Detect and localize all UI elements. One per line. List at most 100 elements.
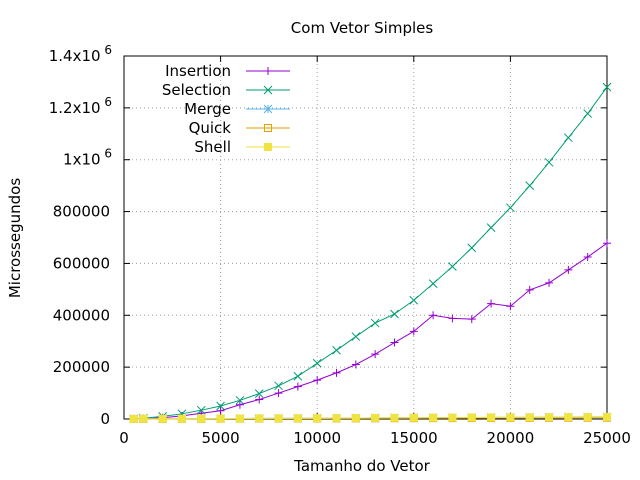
- data-point-insertion: [216, 406, 225, 415]
- data-point-insertion: [255, 395, 264, 404]
- data-point-selection: [506, 203, 515, 213]
- data-point-insertion: [390, 338, 399, 347]
- data-point-insertion: [274, 389, 283, 398]
- data-point-insertion: [583, 252, 592, 261]
- data-point-insertion: [487, 299, 496, 308]
- data-point-insertion: [448, 314, 457, 323]
- data-point-shell: [487, 413, 496, 422]
- data-point-insertion: [371, 350, 380, 359]
- legend-marker: [263, 104, 273, 114]
- x-tick-label: 15000: [390, 429, 438, 447]
- data-point-selection: [448, 262, 457, 271]
- data-point-insertion: [429, 311, 438, 320]
- y-tick-label: 1x10 6: [63, 147, 112, 169]
- y-tick-label: 1.2x10 6: [49, 95, 112, 117]
- legend-entry-merge: Merge: [184, 100, 290, 118]
- y-tick-label: 200000: [53, 358, 110, 376]
- data-point-shell: [177, 414, 186, 423]
- legend-entry-quick: Quick: [189, 119, 290, 137]
- x-tick-label: 25000: [583, 429, 631, 447]
- data-point-shell: [293, 414, 302, 423]
- x-tick-label: 0: [119, 429, 129, 447]
- series-line-insertion: [133, 242, 608, 420]
- data-point-selection: [409, 295, 419, 305]
- data-point-shell: [603, 413, 611, 422]
- data-point-selection: [428, 279, 438, 289]
- axes: 0 5000 10000 15000 20000 25000 0 200000 400000 60…: [49, 43, 631, 447]
- data-point-shell: [371, 413, 380, 422]
- data-point-insertion: [603, 239, 611, 248]
- data-point-insertion: [332, 368, 341, 377]
- data-point-insertion: [467, 315, 476, 324]
- data-point-insertion: [545, 278, 554, 287]
- data-point-selection: [312, 358, 322, 368]
- data-point-shell: [129, 414, 138, 423]
- legend-marker: [264, 143, 272, 151]
- legend-marker: [264, 124, 272, 132]
- data-point-selection: [525, 181, 535, 190]
- grid: [124, 56, 607, 419]
- data-point-shell: [139, 414, 148, 423]
- series-group: [129, 82, 612, 424]
- series-insertion: [129, 239, 611, 423]
- y-tick-label: 1.4x10 6: [49, 43, 112, 65]
- plot-frame: [123, 55, 608, 420]
- data-point-insertion: [293, 382, 302, 391]
- data-point-shell: [332, 414, 341, 423]
- data-point-selection: [390, 309, 399, 319]
- y-tick-label: 600000: [53, 254, 110, 272]
- data-point-selection: [351, 332, 361, 341]
- data-point-selection: [235, 395, 245, 405]
- data-point-shell: [545, 413, 554, 422]
- data-point-shell: [467, 413, 476, 422]
- data-point-shell: [235, 414, 244, 423]
- legend-entry-selection: Selection: [162, 81, 290, 99]
- data-point-insertion: [313, 376, 322, 385]
- data-point-selection: [254, 389, 264, 398]
- legend-marker: [264, 67, 272, 75]
- y-tick-label: 800000: [53, 203, 110, 221]
- data-point-selection: [332, 345, 341, 355]
- data-point-shell: [448, 413, 457, 422]
- legend-label: Selection: [162, 81, 231, 99]
- data-point-selection: [196, 405, 206, 415]
- data-point-shell: [525, 413, 534, 422]
- x-axis-label: Tamanho do Vetor: [293, 457, 430, 475]
- data-point-selection: [583, 109, 593, 118]
- legend-label: Quick: [189, 119, 232, 137]
- legend-entry-insertion: Insertion: [165, 62, 290, 80]
- series-shell: [129, 413, 611, 423]
- data-point-shell: [274, 414, 283, 423]
- data-point-selection: [602, 82, 612, 92]
- data-point-shell: [197, 414, 206, 423]
- data-point-selection: [216, 401, 225, 411]
- data-point-shell: [583, 413, 592, 422]
- data-point-shell: [216, 414, 225, 423]
- data-point-selection: [564, 133, 573, 143]
- data-point-selection: [467, 243, 477, 253]
- data-point-insertion: [506, 302, 515, 311]
- data-point-shell: [409, 413, 418, 422]
- data-point-selection: [370, 318, 380, 328]
- series-selection: [129, 82, 612, 424]
- data-point-insertion: [351, 360, 360, 369]
- data-point-insertion: [525, 285, 534, 294]
- data-point-insertion: [564, 265, 573, 274]
- y-tick-label: 0: [100, 410, 110, 428]
- legend-entry-shell: Shell: [194, 138, 290, 156]
- data-point-shell: [255, 414, 264, 423]
- data-point-selection: [274, 381, 283, 391]
- x-tick-label: 10000: [293, 429, 341, 447]
- data-point-shell: [351, 414, 360, 423]
- y-axis-label: Microssegundos: [6, 178, 24, 298]
- x-tick-label: 20000: [487, 429, 535, 447]
- data-point-insertion: [409, 327, 418, 336]
- data-point-selection: [486, 223, 496, 233]
- legend-marker: [263, 85, 273, 95]
- x-tick-label: 5000: [202, 429, 240, 447]
- legend-label: Insertion: [165, 62, 231, 80]
- data-point-shell: [390, 413, 399, 422]
- legend-label: Shell: [194, 138, 231, 156]
